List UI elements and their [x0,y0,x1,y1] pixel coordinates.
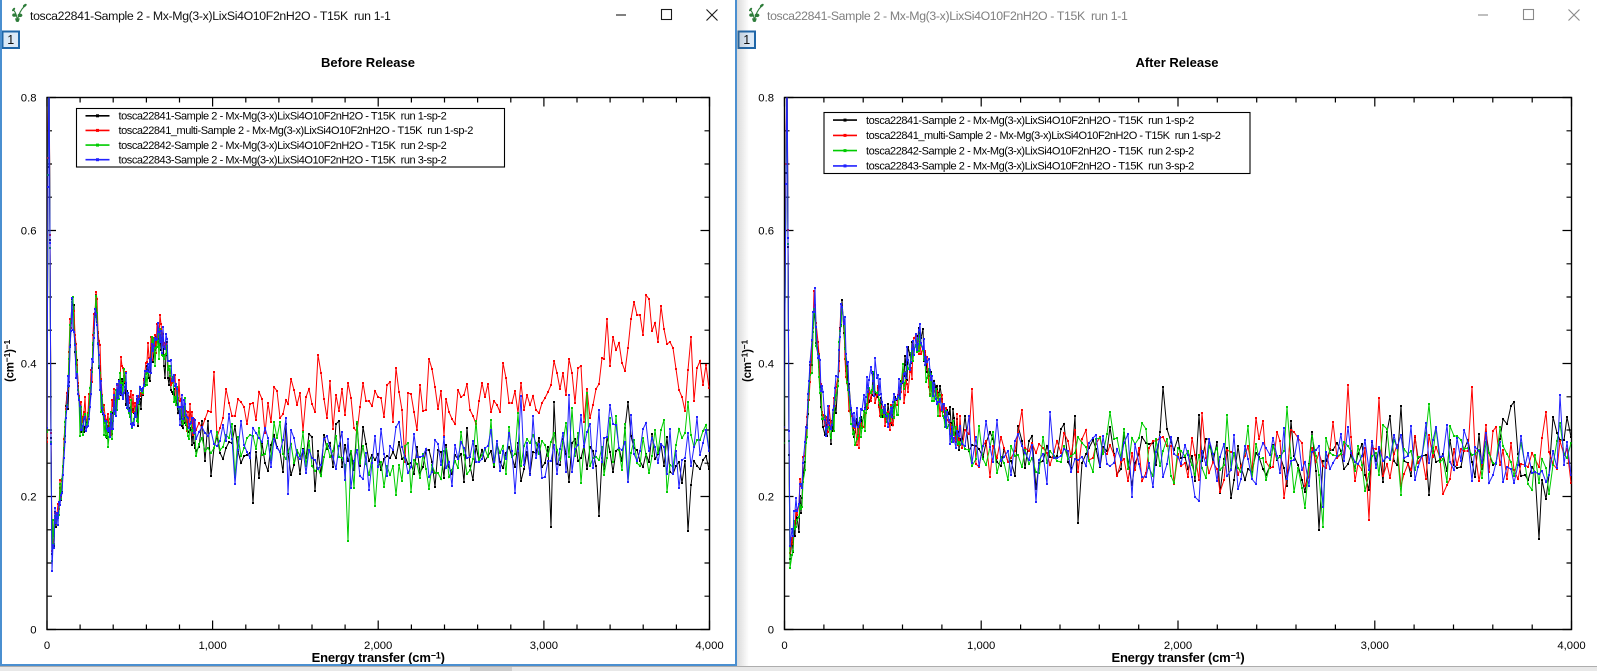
svg-text:4,000: 4,000 [1557,640,1585,652]
svg-text:0.4: 0.4 [21,359,37,371]
svg-text:1: 1 [743,33,750,47]
svg-text:(cm−1)−1: (cm−1)−1 [2,339,17,382]
svg-text:tosca22843-Sample 2 - Mx-Mg(3-: tosca22843-Sample 2 - Mx-Mg(3-x)LixSi4O1… [119,155,447,167]
svg-text:tosca22843-Sample 2 - Mx-Mg(3-: tosca22843-Sample 2 - Mx-Mg(3-x)LixSi4O1… [866,161,1194,173]
svg-text:3,000: 3,000 [530,640,558,652]
svg-text:0.6: 0.6 [758,226,774,238]
svg-text:tosca22841-Sample 2 - Mx-Mg(3-: tosca22841-Sample 2 - Mx-Mg(3-x)LixSi4O1… [767,9,1128,23]
svg-text:tosca22841-Sample 2 - Mx-Mg(3-: tosca22841-Sample 2 - Mx-Mg(3-x)LixSi4O1… [866,115,1194,127]
svg-text:0: 0 [30,625,36,637]
svg-text:tosca22841_multi-Sample 2 - Mx: tosca22841_multi-Sample 2 - Mx-Mg(3-x)Li… [119,125,474,137]
svg-text:0.8: 0.8 [758,93,774,105]
svg-text:tosca22841-Sample 2 - Mx-Mg(3-: tosca22841-Sample 2 - Mx-Mg(3-x)LixSi4O1… [119,111,447,123]
svg-text:1: 1 [7,33,14,47]
svg-text:3,000: 3,000 [1361,640,1389,652]
svg-text:0.4: 0.4 [758,359,774,371]
svg-text:0: 0 [781,640,787,652]
svg-text:tosca22841_multi-Sample 2 - Mx: tosca22841_multi-Sample 2 - Mx-Mg(3-x)Li… [866,130,1221,142]
svg-text:0.2: 0.2 [21,492,37,504]
svg-text:4,000: 4,000 [695,640,723,652]
svg-text:tosca22842-Sample 2 - Mx-Mg(3-: tosca22842-Sample 2 - Mx-Mg(3-x)LixSi4O1… [119,140,447,152]
svg-text:0: 0 [768,625,774,637]
svg-text:Energy transfer (cm−1): Energy transfer (cm−1) [1111,650,1244,665]
svg-text:0.6: 0.6 [21,226,37,238]
svg-text:Energy transfer (cm−1): Energy transfer (cm−1) [312,650,445,665]
svg-text:tosca22841-Sample 2 - Mx-Mg(3-: tosca22841-Sample 2 - Mx-Mg(3-x)LixSi4O1… [30,9,391,23]
svg-text:1,000: 1,000 [967,640,995,652]
svg-text:0.8: 0.8 [21,93,37,105]
svg-text:tosca22842-Sample 2 - Mx-Mg(3-: tosca22842-Sample 2 - Mx-Mg(3-x)LixSi4O1… [866,145,1194,157]
svg-text:After Release: After Release [1135,55,1218,70]
svg-text:0: 0 [44,640,50,652]
svg-text:2,000: 2,000 [1164,640,1192,652]
svg-text:(cm−1)−1: (cm−1)−1 [740,339,755,382]
svg-text:1,000: 1,000 [198,640,226,652]
svg-text:2,000: 2,000 [364,640,392,652]
svg-text:Before Release: Before Release [321,55,415,70]
svg-text:0.2: 0.2 [758,492,774,504]
